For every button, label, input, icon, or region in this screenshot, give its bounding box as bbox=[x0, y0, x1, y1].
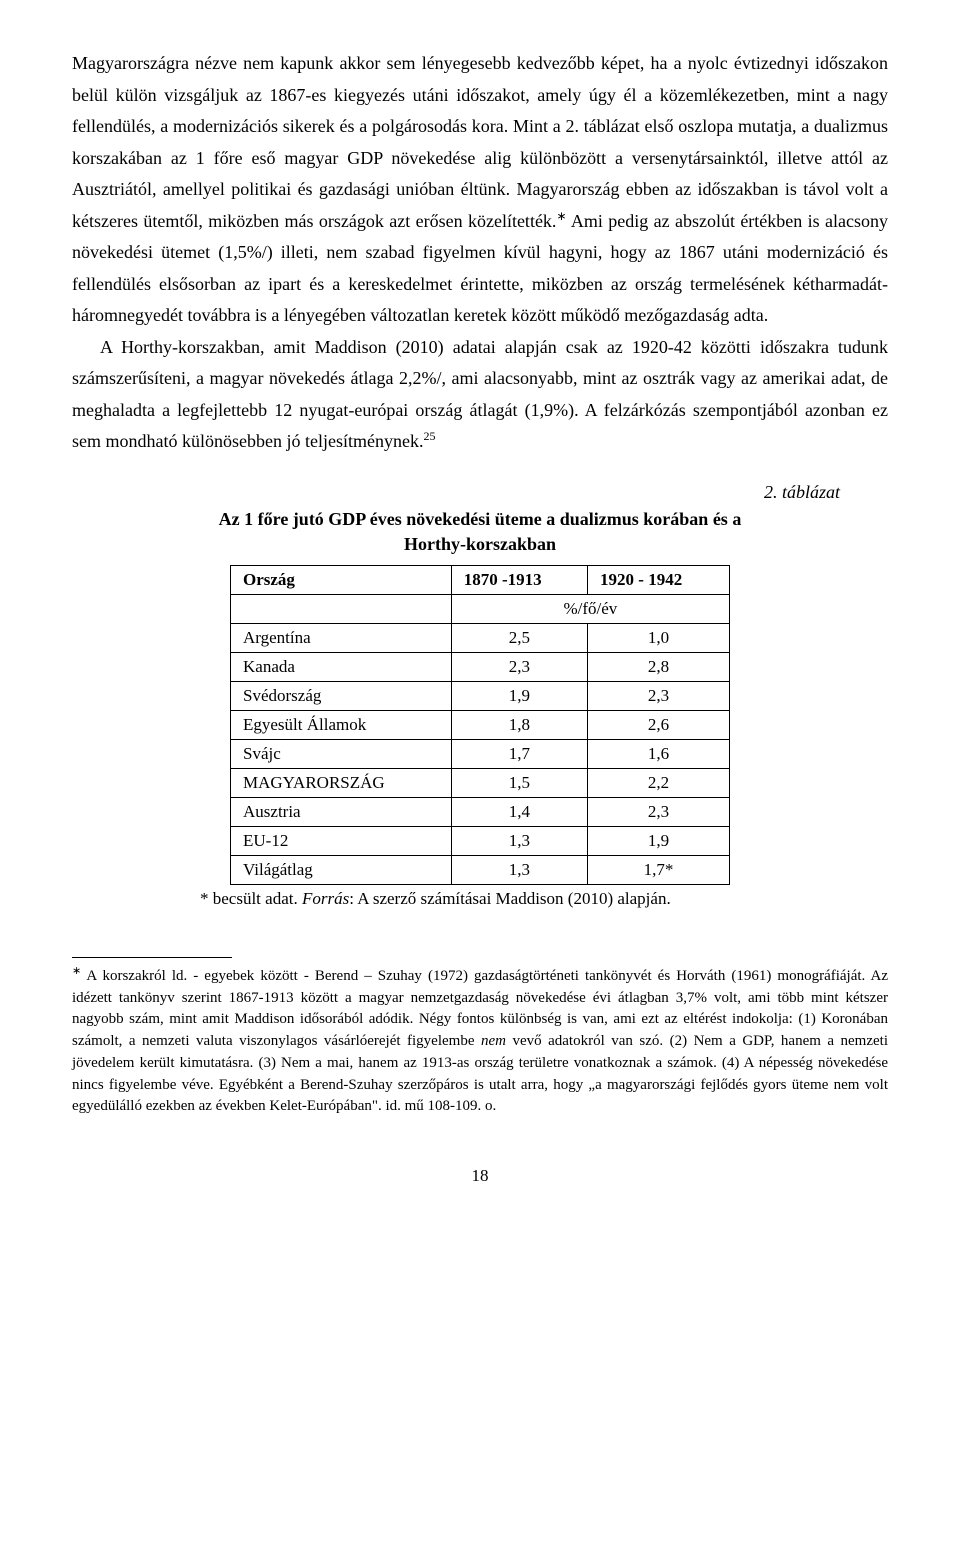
table-cell-value: 1,4 bbox=[451, 797, 587, 826]
table-row: MAGYARORSZÁG 1,5 2,2 bbox=[231, 768, 730, 797]
table-unit-row: %/fő/év bbox=[231, 594, 730, 623]
table-row: Egyesült Államok 1,8 2,6 bbox=[231, 710, 730, 739]
table-header-country: Ország bbox=[231, 565, 452, 594]
body-paragraph-1: Magyarországra nézve nem kapunk akkor se… bbox=[72, 48, 888, 332]
table-cell-value: 1,5 bbox=[451, 768, 587, 797]
body-paragraph-2: A Horthy-korszakban, amit Maddison (2010… bbox=[72, 332, 888, 458]
table-cell-value: 1,8 bbox=[451, 710, 587, 739]
table-cell-value: 2,5 bbox=[451, 623, 587, 652]
table-note-source-text: : A szerző számításai Maddison (2010) al… bbox=[349, 889, 671, 908]
table-note: * becsült adat. Forrás: A szerző számítá… bbox=[200, 889, 760, 909]
footnote-star-nem: nem bbox=[481, 1033, 506, 1049]
para2-text: A Horthy-korszakban, amit Maddison (2010… bbox=[72, 337, 888, 452]
table-row: EU-12 1,3 1,9 bbox=[231, 826, 730, 855]
table-cell-value: 1,0 bbox=[588, 623, 730, 652]
table-cell-value: 1,7 bbox=[451, 739, 587, 768]
table-header-period1: 1870 -1913 bbox=[451, 565, 587, 594]
gdp-growth-table: Ország 1870 -1913 1920 - 1942 %/fő/év Ar… bbox=[230, 565, 730, 885]
footnote-separator bbox=[72, 957, 232, 958]
footnote-star-marker: ∗ bbox=[72, 965, 81, 977]
table-header-period2: 1920 - 1942 bbox=[588, 565, 730, 594]
table-cell-value: 2,2 bbox=[588, 768, 730, 797]
table-cell-value: 1,6 bbox=[588, 739, 730, 768]
table-row: Kanada 2,3 2,8 bbox=[231, 652, 730, 681]
table-cell-value: 2,8 bbox=[588, 652, 730, 681]
table-row: Svájc 1,7 1,6 bbox=[231, 739, 730, 768]
table-cell-value: 1,9 bbox=[451, 681, 587, 710]
table-cell-country: EU-12 bbox=[231, 826, 452, 855]
page-number: 18 bbox=[72, 1166, 888, 1186]
table-header-row: Ország 1870 -1913 1920 - 1942 bbox=[231, 565, 730, 594]
table-cell-value: 2,3 bbox=[451, 652, 587, 681]
table-cell-country: MAGYARORSZÁG bbox=[231, 768, 452, 797]
table-cell-country: Argentína bbox=[231, 623, 452, 652]
table-cell-value: 1,3 bbox=[451, 826, 587, 855]
table-row: Svédország 1,9 2,3 bbox=[231, 681, 730, 710]
table-cell-value: 1,9 bbox=[588, 826, 730, 855]
table-cell-value: 2,6 bbox=[588, 710, 730, 739]
table-cell-country: Egyesült Államok bbox=[231, 710, 452, 739]
para1-text-before: Magyarországra nézve nem kapunk akkor se… bbox=[72, 53, 888, 231]
footnote-star: ∗ A korszakról ld. - egyebek között - Be… bbox=[72, 966, 888, 1118]
table-cell-value: 1,3 bbox=[451, 855, 587, 884]
table-unit-label: %/fő/év bbox=[451, 594, 729, 623]
table-row: Argentína 2,5 1,0 bbox=[231, 623, 730, 652]
table-cell-value: 1,7* bbox=[588, 855, 730, 884]
table-cell-country: Ausztria bbox=[231, 797, 452, 826]
table-row: Ausztria 1,4 2,3 bbox=[231, 797, 730, 826]
table-cell-value: 2,3 bbox=[588, 681, 730, 710]
table-cell-value: 2,3 bbox=[588, 797, 730, 826]
table-caption: 2. táblázat bbox=[72, 482, 840, 503]
table-row: Világátlag 1,3 1,7* bbox=[231, 855, 730, 884]
table-title: Az 1 főre jutó GDP éves növekedési üteme… bbox=[200, 507, 760, 557]
table-note-prefix: * becsült adat. bbox=[200, 889, 302, 908]
table-cell-country: Svédország bbox=[231, 681, 452, 710]
table-note-source-label: Forrás bbox=[302, 889, 349, 908]
table-cell-country: Világátlag bbox=[231, 855, 452, 884]
footnote-star-ref: ∗ bbox=[556, 209, 566, 223]
table-unit-empty bbox=[231, 594, 452, 623]
table-cell-country: Kanada bbox=[231, 652, 452, 681]
table-cell-country: Svájc bbox=[231, 739, 452, 768]
footnote-25-ref: 25 bbox=[423, 429, 435, 443]
